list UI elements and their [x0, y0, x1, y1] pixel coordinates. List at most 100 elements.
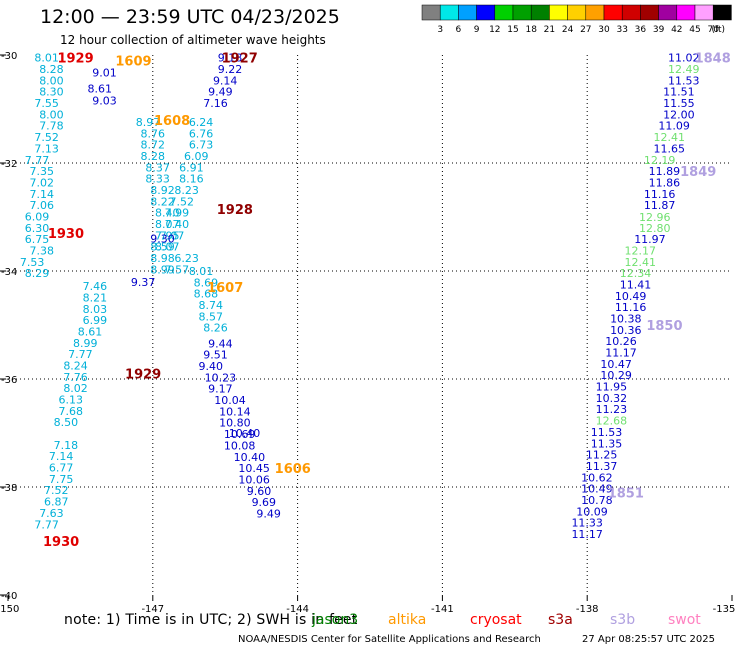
swh-label-s3a: 11.17	[571, 528, 603, 541]
swh-label-cryosat: 9.22	[218, 63, 243, 76]
pass-time-label: 1929	[57, 52, 93, 67]
swh-label-jason3: 6.30	[25, 222, 50, 235]
swh-label-jason3: 7.02	[30, 176, 55, 189]
swh-label-s3a: 11.65	[654, 142, 686, 155]
pass-time-label: 1849	[680, 165, 716, 180]
pass-time-label: 1848	[695, 52, 731, 67]
swh-label-jason3: 8.97	[136, 116, 161, 129]
swh-label-s3a: 10.49	[615, 290, 647, 303]
swh-label-jason3: 7.76	[63, 371, 88, 384]
swh-label-jason3: 7.14	[30, 188, 55, 201]
swh-label-jason3: 6.76	[189, 127, 214, 140]
colorbar-swatch	[585, 4, 605, 21]
swh-label-s3a: 10.49	[581, 483, 613, 496]
pass-time-label: 1851	[608, 486, 644, 501]
swh-label-s3a: 11.23	[596, 403, 628, 416]
legend-altika: altika	[388, 612, 427, 628]
swh-label-jason3: 6.91	[179, 161, 204, 174]
colorbar-label: 27	[580, 25, 591, 35]
swh-label-jason3: 8.24	[63, 360, 88, 373]
swh-label-s3a: 11.53	[591, 426, 623, 439]
swh-label-jason3: 7.99	[165, 207, 190, 220]
legend-s3a: s3a	[548, 612, 573, 628]
swh-label-s3a: 11.17	[605, 347, 637, 360]
colorbar-swatch	[676, 4, 696, 21]
x-tick-label: -150	[0, 604, 19, 615]
swh-label-cryosat: 9.30	[150, 233, 175, 246]
swh-label-s3a-light: 12.96	[639, 211, 671, 224]
swh-label-jason3: 8.30	[39, 86, 64, 99]
swh-label-jason3: 8.40	[155, 207, 180, 220]
colorbar-swatch	[439, 4, 459, 21]
pass-time-label: 1609	[115, 54, 151, 69]
swh-label-jason3: 8.37	[145, 161, 170, 174]
swh-label-jason3: 8.26	[203, 322, 228, 335]
pass-time-label: 1928	[217, 203, 253, 218]
swh-label-jason3: 8.00	[39, 74, 64, 87]
swh-label-cryosat: 9.44	[208, 337, 233, 350]
swh-label-jason3: 7.95	[155, 229, 180, 242]
swh-label-jason3: 7.14	[49, 450, 74, 463]
colorbar-swatch	[512, 4, 532, 21]
colorbar-label: 33	[616, 25, 627, 35]
swh-label-jason3: 6.13	[58, 394, 83, 407]
swh-label-cryosat: 9.14	[213, 74, 238, 87]
swh-label-jason3: 8.01	[34, 52, 59, 65]
x-tick-label: -147	[141, 604, 164, 615]
swh-label-jason3: 7.18	[54, 439, 79, 452]
colorbar-swatch	[549, 4, 568, 21]
colorbar-label: 70	[707, 25, 719, 35]
swh-label-jason3: 7.77	[68, 348, 93, 361]
swh-label-jason3: 6.87	[44, 496, 69, 509]
colorbar-unit: (ft)	[711, 25, 725, 35]
swh-label-s3a: 10.38	[610, 313, 642, 326]
colorbar: 3 6 9 12 15 18 21 24 27 30 33 36 39 42 45 70(ft)	[421, 4, 732, 35]
swh-label-jason3: 8.07	[155, 241, 180, 254]
swh-label-cryosat: 10.08	[224, 439, 256, 452]
colorbar-swatch	[421, 4, 441, 21]
colorbar-swatch	[603, 4, 623, 21]
swh-label-jason3: 7.38	[30, 244, 55, 257]
swh-label-cryosat: 10.40	[234, 451, 266, 464]
colorbar-label: 39	[653, 25, 665, 35]
colorbar-label: 24	[562, 25, 574, 35]
colorbar-label: 15	[507, 25, 518, 35]
swh-label-jason3: 7.35	[30, 165, 55, 178]
swh-label-jason3: 8.23	[174, 184, 199, 197]
swh-label-s3a-light: 12.17	[625, 244, 657, 257]
swh-label-jason3: 6.99	[83, 314, 108, 327]
swh-label-s3a-light: 12.80	[639, 222, 671, 235]
swh-label-jason3: 8.01	[189, 265, 214, 278]
swh-label-s3a: 10.62	[581, 471, 613, 484]
swh-label-jason3: 8.21	[83, 291, 108, 304]
swh-label-jason3: 7.57	[165, 263, 190, 276]
colorbar-label: 36	[635, 25, 647, 35]
legend-s3b: s3b	[610, 612, 636, 628]
swh-label-s3a: 11.33	[571, 517, 603, 530]
swh-label-jason3: 7.55	[34, 97, 59, 110]
swh-label-cryosat: 10.14	[219, 405, 251, 418]
pass-time-label: 1850	[646, 319, 682, 334]
colorbar-swatch	[621, 4, 641, 21]
colorbar-swatch	[530, 4, 550, 21]
y-axis-ticks: -30 -32 -34 -36 -38 -40	[0, 51, 17, 602]
swh-label-s3a: 11.95	[596, 381, 628, 394]
swh-label-jason3: 7.75	[49, 473, 74, 486]
swh-label-cryosat: 10.23	[205, 371, 237, 384]
colorbar-swatch	[658, 4, 678, 21]
pass-time-label: 1606	[275, 462, 311, 477]
colorbar-label: 6	[456, 25, 462, 35]
swh-label-cryosat: 9.01	[92, 66, 117, 79]
swh-label-jason3: 8.69	[194, 276, 219, 289]
colorbar-swatch	[494, 4, 514, 21]
legend-swot: swot	[668, 612, 701, 628]
swh-label-s3a: 10.78	[581, 494, 613, 507]
swh-label-jason3: 8.99	[73, 337, 98, 350]
swh-label-cryosat: 9.49	[208, 86, 233, 99]
swh-label-jason3: 8.98	[150, 252, 175, 265]
swh-label-jason3: 6.23	[174, 252, 199, 265]
swh-label-jason3: 7.52	[44, 484, 69, 497]
colorbar-swatch	[694, 4, 714, 21]
swh-label-jason3: 7.77	[25, 154, 50, 167]
